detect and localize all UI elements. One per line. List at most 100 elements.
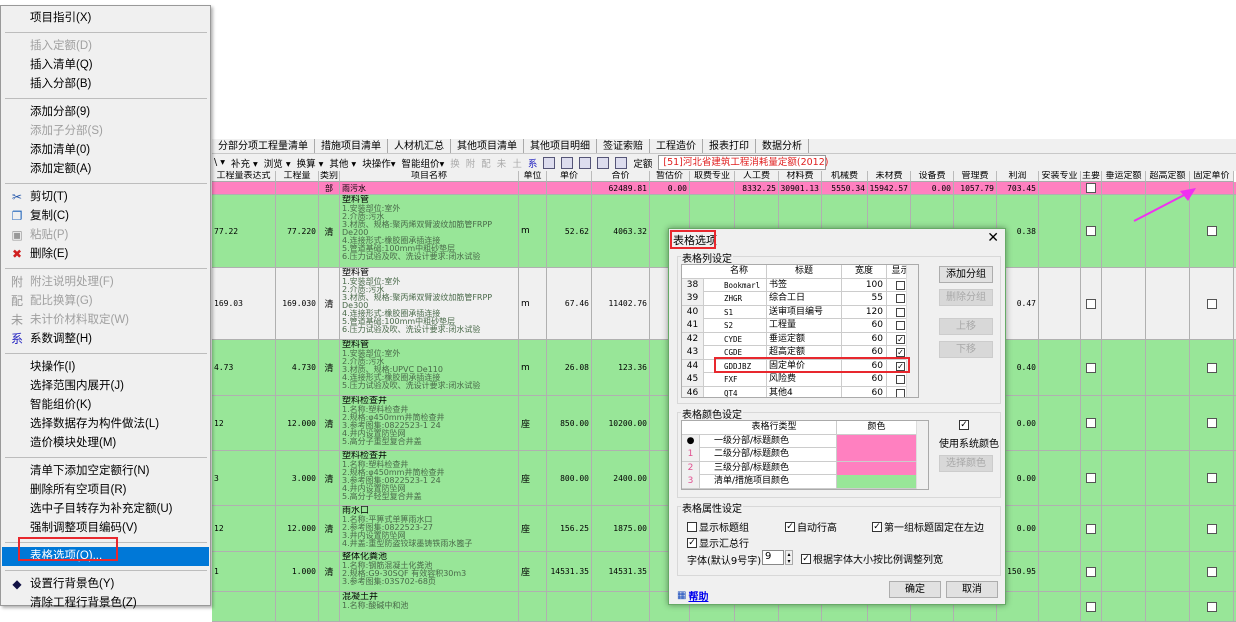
- menu-item[interactable]: 添加定额(A): [2, 160, 209, 179]
- font-size-spinner[interactable]: ▴ ▾: [785, 550, 793, 565]
- column-header[interactable]: 垂运定额: [1102, 171, 1146, 182]
- move-down-button[interactable]: 下移: [939, 341, 993, 358]
- column-header[interactable]: 未材费: [868, 171, 911, 182]
- cancel-button[interactable]: 取消: [946, 581, 998, 598]
- fix-first-group-checkbox[interactable]: ✓ 第一组标题固定在左边: [872, 521, 984, 534]
- column-header[interactable]: 安装专业: [1039, 171, 1081, 182]
- tab-8[interactable]: 数据分析: [756, 139, 809, 153]
- fixed-price-checkbox[interactable]: [1206, 418, 1217, 428]
- show-summary-checkbox[interactable]: ✓ 显示汇总行: [687, 537, 749, 550]
- help-link[interactable]: ▦ 帮助: [677, 590, 709, 603]
- column-header[interactable]: 合价: [592, 171, 650, 182]
- column-header[interactable]: 工程量表达式: [212, 171, 276, 182]
- tab-2[interactable]: 人材机汇总: [388, 139, 451, 153]
- row-color-row[interactable]: 2 三级分部/标题颜色: [682, 461, 928, 475]
- menu-item[interactable]: 未未计价材料取定(W): [2, 311, 209, 330]
- menu-item[interactable]: 清单下添加空定额行(N): [2, 462, 209, 481]
- tab-3[interactable]: 其他项目清单: [451, 139, 524, 153]
- main-checkbox[interactable]: [1086, 418, 1096, 428]
- column-setting-row[interactable]: 42 CYDE 垂运定额 60 ✓: [682, 332, 918, 346]
- color-swatch[interactable]: [837, 461, 917, 475]
- column-header[interactable]: 利润: [997, 171, 1039, 182]
- menu-item[interactable]: 添加分部(9): [2, 103, 209, 122]
- table-row[interactable]: 12 12.000 清雨水口 1.名称:平箅式单箅雨水口 2.参考图集:0822523-…: [212, 506, 1236, 552]
- column-header[interactable]: 人工费: [735, 171, 779, 182]
- toolbar-disabled-1[interactable]: 附: [465, 158, 476, 170]
- menu-item[interactable]: 选择范围内展开(J): [2, 377, 209, 396]
- color-swatch[interactable]: [837, 448, 917, 461]
- menu-item[interactable]: ✂ 剪切(T): [2, 188, 209, 207]
- column-setting-row[interactable]: 45 FXF 风险费 60: [682, 373, 918, 387]
- menu-item[interactable]: 插入清单(Q): [2, 56, 209, 75]
- column-header[interactable]: 类别: [319, 171, 340, 182]
- main-checkbox[interactable]: [1086, 566, 1096, 577]
- tab-1[interactable]: 措施项目清单: [315, 139, 388, 153]
- choose-color-button[interactable]: 选择颜色: [939, 455, 993, 472]
- column-header[interactable]: 工程量: [276, 171, 319, 182]
- column-setting-row[interactable]: 43 CGDE 超高定额 60 ✓: [682, 346, 918, 360]
- column-header[interactable]: 主要: [1081, 171, 1102, 182]
- fixed-price-checkbox[interactable]: [1206, 523, 1217, 534]
- main-checkbox[interactable]: [1086, 601, 1096, 612]
- menu-item[interactable]: ◆ 设置行背景色(Y): [2, 575, 209, 594]
- fixed-price-checkbox[interactable]: [1206, 473, 1217, 483]
- row-color-grid[interactable]: 表格行类型 颜色 ● 一级分部/标题颜色 1 二级分部/标题颜色 2 三级分部/标题颜色 3 清单…: [681, 420, 929, 490]
- font-size-input[interactable]: 9: [762, 550, 784, 565]
- column-header[interactable]: 机械费: [822, 171, 868, 182]
- use-system-color-checkbox[interactable]: ✓: [959, 420, 969, 430]
- menu-item[interactable]: 删除所有空项目(R): [2, 481, 209, 500]
- scrollbar[interactable]: [906, 265, 918, 397]
- menu-item[interactable]: 选中子目转存为补充定额(U): [2, 500, 209, 519]
- menu-item[interactable]: 系系数调整(H): [2, 330, 209, 349]
- menu-item[interactable]: ❐ 复制(C): [2, 207, 209, 226]
- menu-item[interactable]: 项目指引(X): [2, 9, 209, 28]
- toolbar-disabled-0[interactable]: 换: [450, 158, 460, 170]
- tab-6[interactable]: 工程造价: [650, 139, 703, 153]
- menu-item[interactable]: 强制调整项目编码(V): [2, 519, 209, 538]
- toolbar-disabled-3[interactable]: 未: [496, 158, 507, 170]
- main-checkbox[interactable]: [1086, 226, 1096, 236]
- column-setting-row[interactable]: 40 S1 送审项目编号 120: [682, 305, 918, 319]
- column-header[interactable]: 管理费: [954, 171, 997, 182]
- toolbar-disabled-4[interactable]: 土: [512, 158, 522, 170]
- menu-item[interactable]: 块操作(I): [2, 358, 209, 377]
- toolbar-menu-0[interactable]: \ ▾: [214, 157, 225, 168]
- toolbar-menu-4[interactable]: 其他 ▾: [329, 158, 357, 170]
- menu-item[interactable]: 添加子分部(S): [2, 122, 209, 141]
- column-header[interactable]: 设备费: [911, 171, 954, 182]
- menu-item[interactable]: 造价模块处理(M): [2, 434, 209, 453]
- row-color-row[interactable]: ● 一级分部/标题颜色: [682, 434, 928, 448]
- column-header[interactable]: 项目名称: [340, 171, 519, 182]
- row-color-row[interactable]: 1 二级分部/标题颜色: [682, 448, 928, 462]
- close-icon[interactable]: ✕: [987, 230, 999, 246]
- ok-button[interactable]: 确定: [889, 581, 941, 598]
- fixed-price-checkbox[interactable]: [1206, 566, 1217, 577]
- column-header[interactable]: 暂估价: [650, 171, 690, 182]
- main-checkbox[interactable]: [1086, 298, 1096, 309]
- column-setting-row[interactable]: 41 S2 工程量 60: [682, 319, 918, 333]
- column-header[interactable]: 单价: [547, 171, 592, 182]
- add-group-button[interactable]: 添加分组: [939, 266, 993, 283]
- toolbar-menu-1[interactable]: 补充 ▾: [231, 158, 258, 170]
- menu-item[interactable]: ▣ 粘贴(P): [2, 226, 209, 245]
- column-header[interactable]: 单位: [519, 171, 547, 182]
- menu-item[interactable]: 清除工程行背景色(Z): [2, 594, 209, 613]
- fixed-price-checkbox[interactable]: [1206, 601, 1217, 612]
- menu-item[interactable]: 选择数据存为构件做法(L): [2, 415, 209, 434]
- globe-icon[interactable]: [543, 156, 556, 169]
- column-header[interactable]: 固定单价: [1190, 171, 1234, 182]
- scale-column-width-checkbox[interactable]: ✓ 根据字体大小按比例调整列宽: [801, 553, 943, 566]
- move-up-button[interactable]: 上移: [939, 318, 993, 335]
- column-header[interactable]: 超高定额: [1146, 171, 1190, 182]
- row-color-row[interactable]: 3 清单/措施项目颜色: [682, 475, 928, 489]
- coefficient-button[interactable]: 系: [527, 158, 538, 170]
- main-checkbox[interactable]: [1086, 473, 1096, 483]
- auto-row-height-checkbox[interactable]: ✓ 自动行高: [785, 521, 837, 534]
- toolbar-disabled-2[interactable]: 配: [481, 158, 491, 170]
- column-header[interactable]: 取费专业: [690, 171, 735, 182]
- cs-icon[interactable]: [561, 156, 574, 169]
- column-setting-row[interactable]: 38 Bookmarl 书签 100: [682, 278, 918, 292]
- tab-4[interactable]: 其他项目明细: [524, 139, 597, 153]
- quota-select[interactable]: [51]河北省建筑工程消耗量定额(2012)⌄: [658, 155, 828, 181]
- summary-row[interactable]: 部雨污水 62489.81 0.00 8332.25 30901.13 5550.34 15…: [212, 182, 1236, 195]
